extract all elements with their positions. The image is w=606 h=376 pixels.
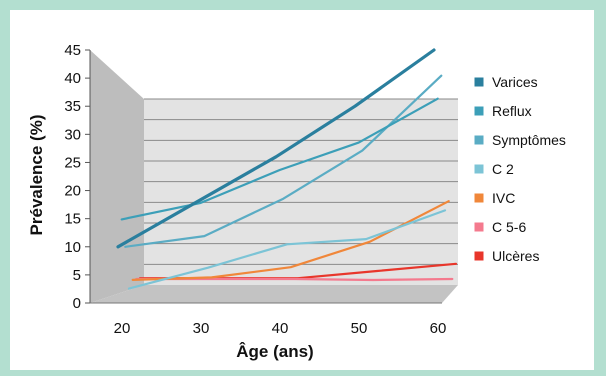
- y-tick-label: 10: [64, 239, 81, 256]
- legend-label: Ulcères: [492, 248, 539, 264]
- y-axis-title: Prévalence (%): [27, 115, 46, 236]
- y-tick-label: 45: [64, 42, 81, 59]
- legend-swatch: [473, 163, 485, 175]
- back-wall: [144, 99, 458, 285]
- x-axis-title: Âge (ans): [236, 342, 313, 361]
- legend-swatch: [473, 105, 485, 117]
- y-tick-label: 5: [73, 267, 81, 284]
- left-wall: [90, 50, 144, 303]
- y-tick-label: 30: [64, 126, 81, 143]
- legend-swatch: [473, 250, 485, 262]
- legend-swatch: [473, 192, 485, 204]
- y-tick-label: 15: [64, 211, 81, 228]
- legend-label: C 2: [492, 161, 514, 177]
- legend-label: Varices: [492, 74, 538, 90]
- chart-svg: 0 5 10 15 20 25 30 35 40 45 20 30 40 50 60 Varices Refl…: [27, 42, 566, 361]
- series-lines: [116, 48, 458, 290]
- legend-label: Symptômes: [492, 132, 566, 148]
- x-tick-label: 20: [114, 320, 131, 337]
- legend-swatch: [473, 76, 485, 88]
- y-tick-label: 35: [64, 98, 81, 115]
- x-tick-label: 40: [272, 320, 289, 337]
- legend-label: Reflux: [492, 103, 532, 119]
- legend-label: C 5-6: [492, 219, 526, 235]
- legend-swatch: [473, 134, 485, 146]
- x-tick-label: 60: [430, 320, 447, 337]
- x-tick-label: 30: [193, 320, 210, 337]
- tick-labels: 0 5 10 15 20 25 30 35 40 45 20 30 40 50 60: [64, 42, 446, 337]
- series-line-c-2: [127, 209, 447, 290]
- y-tick-label: 40: [64, 70, 81, 87]
- chart-panel: 0 5 10 15 20 25 30 35 40 45 20 30 40 50 60 Varices Refl…: [10, 10, 594, 370]
- y-tick-label: 20: [64, 183, 81, 200]
- legend: Varices Reflux Symptômes C 2 IVC C 5-6 Ulcères: [473, 74, 566, 264]
- x-tick-label: 50: [351, 320, 368, 337]
- legend-label: IVC: [492, 190, 515, 206]
- series-line-reflux: [120, 97, 439, 221]
- series-line-varices: [116, 48, 436, 249]
- floor: [90, 285, 458, 303]
- y-tick-label: 0: [73, 295, 81, 312]
- y-tick-label: 25: [64, 154, 81, 171]
- legend-swatch: [473, 221, 485, 233]
